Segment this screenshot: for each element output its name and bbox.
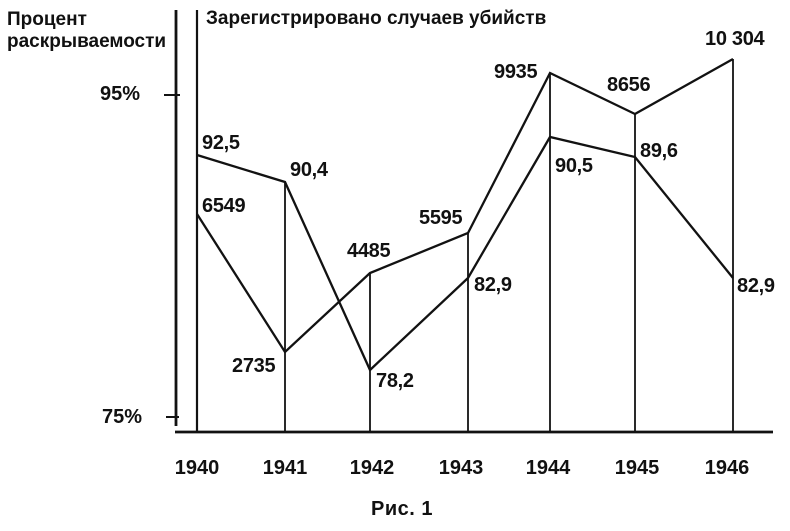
value-label-murders-1943: 5595 — [419, 207, 463, 229]
value-label-clearance-1941: 90,4 — [290, 159, 328, 181]
x-tick-1945: 1945 — [614, 457, 660, 479]
series-line-murders — [196, 57, 734, 354]
x-tick-1940: 1940 — [174, 457, 220, 479]
value-label-murders-1942: 4485 — [347, 240, 391, 262]
value-label-clearance-1944: 90,5 — [555, 155, 593, 177]
value-label-murders-1941: 2735 — [232, 355, 276, 377]
value-label-clearance-1946: 82,9 — [737, 275, 775, 297]
y-tick-label-75: 75% — [101, 406, 142, 428]
value-label-murders-1944: 9935 — [494, 61, 538, 83]
x-tick-1943: 1943 — [438, 457, 484, 479]
x-tick-1941: 1941 — [262, 457, 308, 479]
y-tick-label-95: 95% — [99, 83, 140, 105]
value-label-clearance-1945: 89,6 — [640, 140, 678, 162]
value-label-clearance-1940: 92,5 — [202, 132, 240, 154]
value-label-clearance-1942: 78,2 — [376, 370, 414, 392]
value-label-clearance-1943: 82,9 — [474, 274, 512, 296]
x-tick-1944: 1944 — [525, 457, 571, 479]
series-title-murders: Зарегистрировано случаев убийств — [206, 8, 547, 29]
x-tick-1942: 1942 — [349, 457, 395, 479]
figure-caption: Рис. 1 — [371, 498, 433, 520]
value-label-murders-1946: 10 304 — [705, 28, 765, 50]
y-axis-title: Процент раскрываемости — [7, 9, 167, 52]
value-label-murders-1945: 8656 — [607, 74, 651, 96]
x-tick-1946: 1946 — [704, 457, 750, 479]
series-line-clearance — [196, 135, 734, 372]
value-label-murders-1940: 6549 — [202, 195, 246, 217]
